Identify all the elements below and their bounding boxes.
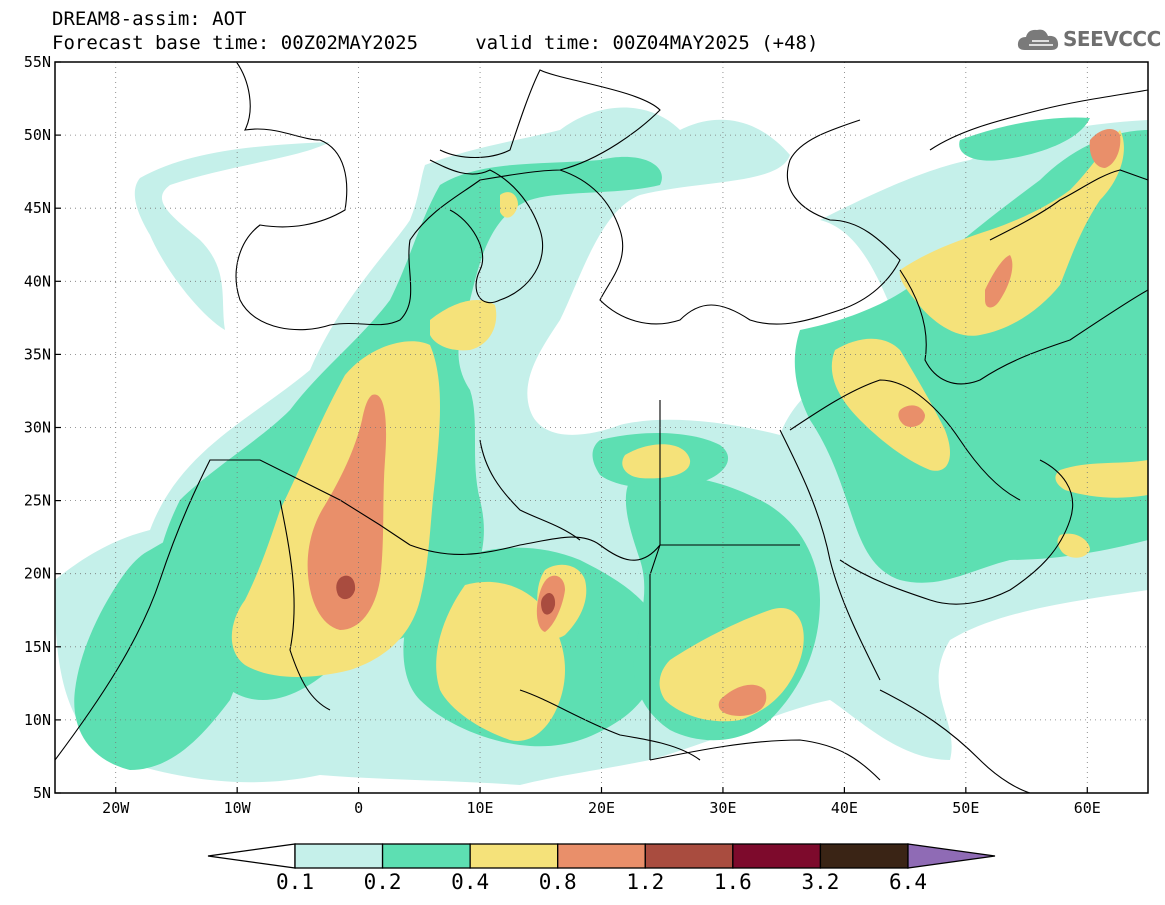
colorbar-level-label: 0.2 — [363, 870, 402, 894]
lat-tick-label: 35N — [24, 345, 51, 363]
lat-tick-label: 15N — [24, 638, 51, 656]
gridlines — [55, 62, 1148, 793]
lon-tick-label: 10E — [467, 799, 494, 817]
forecast-time-line: Forecast base time: 00Z02MAY2025 valid t… — [52, 32, 819, 54]
colorbar-level-label: 1.2 — [626, 870, 665, 894]
colorbar-swatch — [732, 843, 822, 869]
colorbar-swatch — [381, 843, 471, 869]
country-borders — [55, 62, 1148, 793]
lat-tick-label: 50N — [24, 126, 51, 144]
lon-tick-label: 40E — [831, 799, 858, 817]
colorbar — [207, 843, 996, 869]
logo-text: SEEVCCC — [1063, 27, 1161, 51]
lat-tick-label: 10N — [24, 711, 51, 729]
lat-tick-label: 25N — [24, 492, 51, 510]
colorbar-level-label: 1.6 — [713, 870, 752, 894]
lon-tick-label: 60E — [1074, 799, 1101, 817]
lon-tick-label: 50E — [952, 799, 979, 817]
lon-tick-label: 20E — [588, 799, 615, 817]
lon-tick-label: 10W — [224, 799, 252, 817]
lon-tick-label: 20W — [102, 799, 130, 817]
colorbar-level-label: 0.8 — [538, 870, 577, 894]
colorbar-left-arrow — [207, 843, 296, 869]
lat-tick-label: 55N — [24, 53, 51, 71]
lat-tick-label: 5N — [33, 784, 51, 802]
lat-tick-group: 55N 50N 45N 40N 35N 30N 25N 20N 15N 10N 5N — [24, 53, 61, 802]
colorbar-swatch — [644, 843, 734, 869]
colorbar-level-label: 0.4 — [451, 870, 490, 894]
colorbar-swatch — [557, 843, 646, 869]
lon-tick-group: 20W 10W 0 10E 20E 30E 40E 50E 60E — [102, 787, 1101, 817]
aot-field — [55, 107, 1148, 785]
colorbar-level-label: 3.2 — [801, 870, 840, 894]
lon-tick-label: 30E — [709, 799, 736, 817]
colorbar-swatch — [469, 843, 559, 869]
colorbar-swatch — [294, 843, 384, 869]
lon-tick-label: 0 — [354, 799, 363, 817]
lat-tick-label: 40N — [24, 272, 51, 290]
colorbar-right-arrow — [907, 843, 996, 869]
colorbar-level-label: 0.1 — [276, 870, 314, 894]
map-title: DREAM8-assim: AOT — [52, 8, 247, 30]
lat-tick-label: 30N — [24, 419, 51, 437]
lat-tick-label: 45N — [24, 199, 51, 217]
lat-tick-label: 20N — [24, 565, 51, 583]
colorbar-level-label: 6.4 — [889, 870, 927, 894]
cloud-logo-icon — [1017, 29, 1059, 50]
colorbar-swatch — [819, 843, 909, 869]
